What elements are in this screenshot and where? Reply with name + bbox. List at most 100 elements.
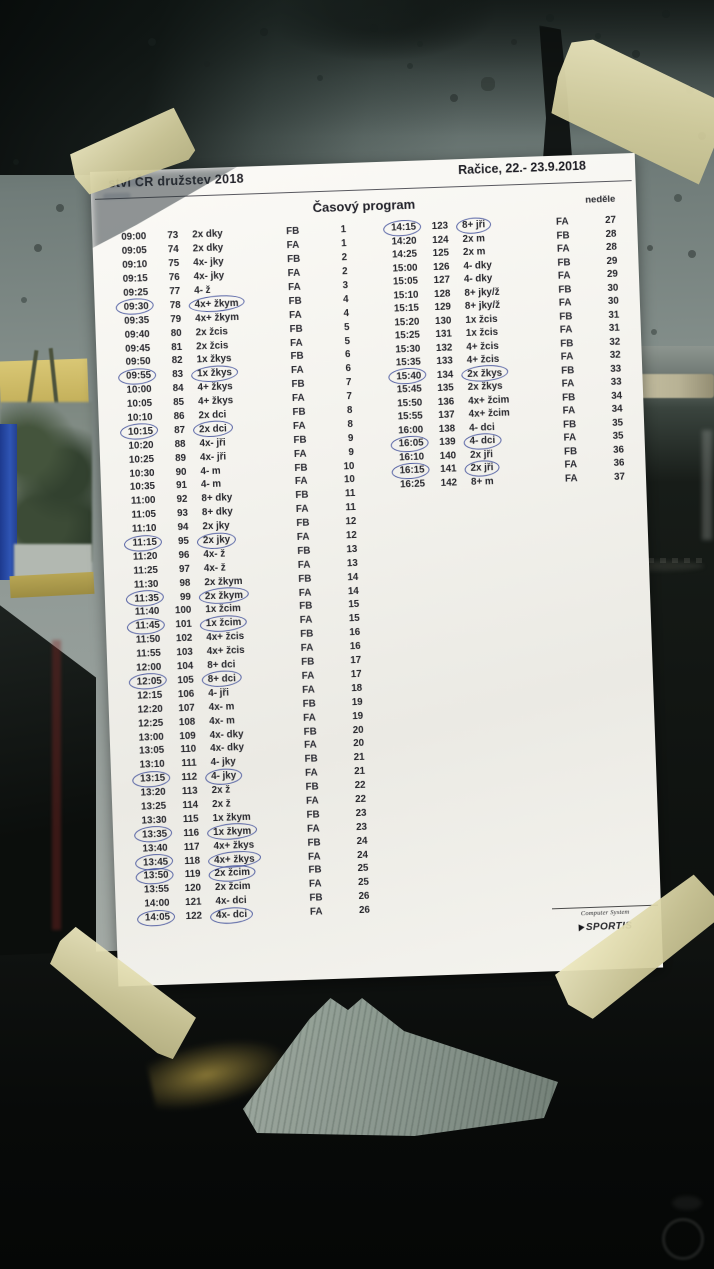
block-number: 11: [344, 488, 356, 500]
race-time: 11:30: [133, 578, 159, 591]
steering-wheel-emblem: [662, 1218, 704, 1260]
race-time: 11:05: [131, 509, 157, 522]
race-time: 15:15: [393, 302, 420, 315]
block-number: 10: [343, 474, 356, 486]
race-time: 16:25: [399, 478, 426, 491]
block-number: 14: [347, 571, 359, 583]
heat-label: FB: [299, 600, 313, 613]
block-number: 8: [346, 405, 353, 417]
race-time: 10:15: [127, 425, 154, 438]
block-number: 1: [341, 238, 347, 250]
block-number: 36: [613, 457, 625, 470]
block-number: 20: [352, 724, 364, 736]
race-number: 90: [175, 466, 187, 478]
block-number: 33: [610, 363, 622, 375]
race-number: 126: [432, 261, 450, 273]
block-number: 26: [358, 904, 371, 917]
race-number: 132: [435, 342, 453, 354]
race-time: 14:25: [391, 248, 418, 261]
race-time: 13:20: [140, 786, 166, 799]
race-number: 124: [432, 234, 449, 246]
sportis-logo-icon: [578, 924, 586, 932]
race-time: 09:45: [124, 342, 151, 355]
heat-label: FA: [289, 337, 303, 349]
race-number: 110: [180, 744, 197, 756]
race-time: 11:15: [132, 536, 158, 549]
heat-label: FB: [294, 462, 308, 474]
race-time: 14:15: [390, 221, 417, 234]
block-number: 5: [344, 335, 351, 347]
race-time: 13:00: [138, 731, 164, 744]
race-number: 89: [174, 452, 187, 464]
race-number: 105: [177, 674, 194, 687]
block-number: 13: [346, 543, 358, 556]
heat-label: FB: [297, 545, 311, 557]
race-number: 77: [169, 285, 181, 298]
race-number: 116: [183, 827, 200, 839]
race-number: 125: [432, 247, 450, 260]
race-number: 130: [434, 315, 452, 327]
block-number: 34: [611, 403, 623, 416]
heat-label: FA: [288, 309, 302, 321]
block-number: 30: [607, 295, 620, 308]
heat-label: FB: [303, 725, 317, 738]
race-time: 16:05: [398, 437, 424, 450]
heat-label: FB: [289, 323, 303, 335]
race-time: 13:40: [142, 842, 168, 855]
block-number: 6: [345, 363, 352, 375]
race-number: 122: [185, 910, 203, 923]
race-number: 117: [183, 841, 200, 853]
race-number: 98: [179, 577, 191, 589]
race-time: 15:45: [396, 383, 422, 396]
heat-label: FB: [556, 230, 570, 242]
heat-label: FA: [309, 906, 323, 918]
heat-label: FB: [302, 698, 316, 710]
heat-label: FB: [560, 337, 574, 350]
heat-label: FA: [286, 240, 300, 252]
blue-stripe-reflection: [0, 424, 17, 580]
heat-label: FA: [556, 243, 570, 255]
block-number: 7: [345, 377, 352, 389]
block-number: 16: [349, 641, 361, 653]
race-number: 97: [178, 563, 191, 575]
race-number: 138: [438, 423, 456, 435]
race-number: 127: [433, 274, 451, 287]
race-number: 75: [168, 258, 180, 270]
race-number: 133: [436, 355, 454, 368]
block-number: 12: [345, 516, 357, 528]
block-number: 34: [611, 390, 623, 402]
heat-label: FB: [301, 656, 315, 668]
race-number: 92: [176, 494, 188, 506]
race-time: 15:40: [396, 370, 422, 383]
boat-class: 8+ m: [470, 475, 494, 488]
block-number: 6: [344, 349, 351, 361]
block-number: 36: [612, 444, 625, 456]
block-number: 5: [343, 321, 350, 333]
race-time: 11:35: [134, 592, 160, 605]
block-number: 3: [342, 280, 349, 292]
heat-label: FA: [302, 712, 316, 724]
block-number: 32: [609, 336, 621, 348]
heat-label: FA: [296, 531, 310, 544]
heat-label: FB: [286, 253, 301, 266]
heat-label: FA: [302, 684, 315, 696]
race-number: 109: [179, 730, 196, 742]
race-time: 16:10: [398, 451, 425, 464]
race-number: 85: [173, 396, 185, 409]
race-time: 15:20: [394, 316, 420, 329]
race-number: 129: [434, 301, 452, 314]
block-number: 37: [613, 471, 626, 483]
race-number: 140: [439, 450, 457, 462]
race-time: 09:55: [125, 370, 152, 383]
race-number: 94: [177, 521, 189, 534]
race-number: 102: [175, 632, 193, 645]
race-number: 114: [182, 799, 199, 812]
schedule-sheet: ství ČR družstev 2018 Račice, 22.- 23.9.…: [90, 152, 664, 987]
block-number: 25: [357, 863, 369, 875]
race-time: 09:35: [123, 314, 150, 327]
race-time: 15:30: [395, 343, 421, 356]
race-time: 13:25: [140, 800, 167, 813]
race-time: 13:30: [141, 814, 167, 827]
heat-label: FB: [558, 284, 572, 296]
